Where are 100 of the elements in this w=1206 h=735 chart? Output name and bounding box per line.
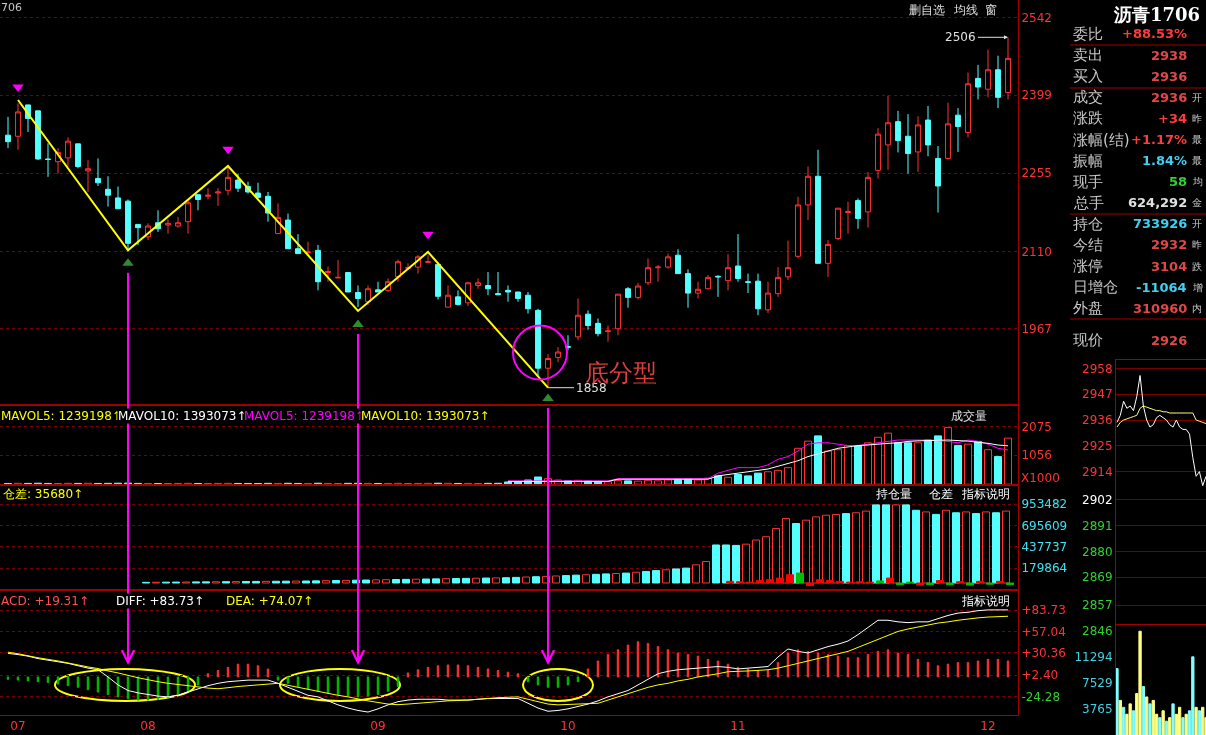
bar [942,509,950,584]
annotation: 成交量 [951,409,987,423]
bar [732,544,740,584]
annotation: DIFF: +83.73↑ [116,594,204,608]
y-tick-label: 695609 [1021,518,1068,533]
text: 2936 [1151,69,1188,84]
candlestick [485,271,491,296]
text: 58 [1169,174,1188,189]
bar [924,439,932,485]
category-label: 卖出 [1073,46,1103,64]
point [542,393,554,402]
bar [442,578,450,584]
text: +88.53% [1122,26,1188,41]
bar [1197,710,1202,735]
bar [452,578,460,584]
candlestick [85,159,91,193]
category-label: 涨幅(结) [1073,131,1130,149]
candlestick [655,264,661,283]
bar [312,580,320,584]
bar [972,513,980,584]
bar [962,511,970,584]
bar [1184,713,1188,735]
bar [834,449,842,485]
bar [1138,630,1142,735]
x-tick-label: 11 [730,719,746,734]
bar [794,447,802,485]
bar [832,513,840,584]
annotation: 2506 [945,30,976,44]
candlestick [935,145,941,213]
candlestick [545,353,551,389]
candlestick [255,182,261,199]
candlestick [195,194,201,211]
bar [852,512,860,584]
candlestick [365,285,371,306]
y-tick-label: +57.04 [1021,624,1066,639]
bar [884,432,892,485]
text: 最 [1192,155,1202,166]
candlestick [435,263,441,301]
y-tick-label: 2869 [1082,570,1113,585]
y-tick-label: 2399 [1021,88,1052,103]
candlestick [215,187,221,207]
candlestick [325,266,331,283]
candlestick [695,281,701,299]
annotation: 删自选 [909,3,945,17]
text: 沥青1706 [1113,4,1201,25]
bar [754,472,762,485]
bar [632,571,640,584]
candlestick [855,197,861,230]
bar [412,578,420,584]
candlestick [135,223,141,246]
candlestick [745,273,751,294]
candlestick [785,240,791,281]
category-label: 外盘 [1073,299,1103,317]
category-label: 现价 [1073,331,1103,349]
candlestick [665,253,671,270]
candlestick [535,308,541,377]
bar [802,519,810,584]
annotation: 指标说明 [961,487,1010,501]
bar [814,435,822,485]
bar [654,480,662,485]
text: 310960 [1133,301,1188,316]
bar [874,436,882,485]
annotation: 仓差: 35680↑ [3,487,84,501]
candlestick [955,107,961,153]
text: 昨 [1192,113,1202,124]
bar [806,582,814,586]
bar [472,577,480,584]
bar [934,435,942,485]
candlestick [675,248,681,275]
y-tick-label: 2880 [1082,544,1113,559]
bar [342,579,350,584]
category-label: 涨跌 [1073,109,1103,127]
bar [602,573,610,584]
bar [824,450,832,485]
bar [1161,710,1165,735]
candlestick [95,157,101,187]
text: 2938 [1151,48,1188,63]
candlestick [295,233,301,255]
y-tick-label: 437737 [1021,540,1068,555]
candlestick [515,291,521,303]
bar [954,445,962,485]
bar [764,471,772,485]
bar [902,504,910,584]
candlestick [595,317,601,337]
candlestick [995,55,1001,109]
y-tick-label: 3765 [1082,702,1113,717]
category-label: 总手 [1073,194,1104,212]
bar [992,512,1000,584]
candlestick [345,272,351,293]
bar [842,513,850,584]
text: 昨 [1192,239,1202,250]
bar [1118,699,1122,735]
category-label: 持仓 [1073,215,1103,233]
bar [662,569,670,584]
text: 跌 [1192,261,1202,272]
bar [1181,717,1185,735]
annotation: 706 [1,1,22,14]
bar [872,504,880,584]
x-tick-label: 09 [370,719,386,734]
bar [652,570,660,584]
